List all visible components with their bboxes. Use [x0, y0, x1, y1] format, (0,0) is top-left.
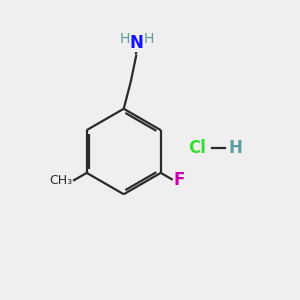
Text: CH₃: CH₃ — [49, 174, 72, 187]
Text: H: H — [228, 139, 242, 157]
Text: F: F — [174, 171, 185, 189]
Text: H: H — [143, 32, 154, 46]
Text: N: N — [130, 34, 143, 52]
Text: H: H — [119, 32, 130, 46]
Text: Cl: Cl — [188, 139, 206, 157]
